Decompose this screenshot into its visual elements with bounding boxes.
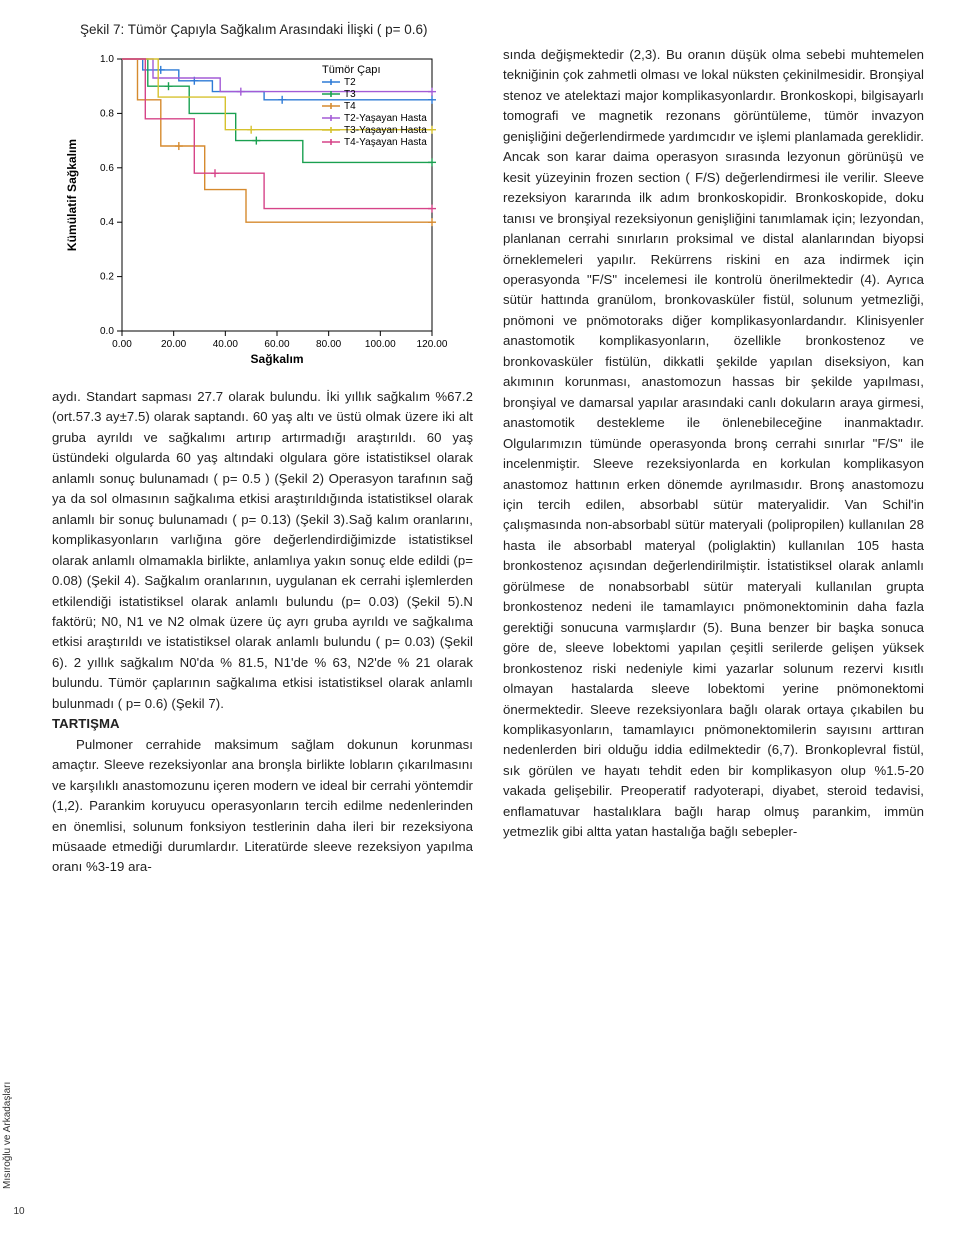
svg-text:Kümülatif Sağkalım: Kümülatif Sağkalım — [65, 139, 79, 251]
figure-7-chart-wrap: 0.0 0.2 0.4 0.6 0.8 1.0 0.00 20.00 40.00 60.00 80.… — [58, 45, 473, 375]
svg-text:T3: T3 — [344, 89, 356, 100]
page: Mısıroğlu ve Arkadaşları 10 Şekil 7: Tüm… — [0, 0, 960, 1233]
left-margin: Mısıroğlu ve Arkadaşları 10 — [0, 0, 36, 1233]
svg-text:T4: T4 — [344, 101, 356, 112]
svg-text:0.6: 0.6 — [100, 163, 114, 174]
svg-text:0.8: 0.8 — [100, 108, 114, 119]
svg-text:Tümör Çapı: Tümör Çapı — [322, 64, 381, 76]
page-number: 10 — [8, 1206, 30, 1217]
right-para-1: sında değişmektedir (2,3). Bu oranın düş… — [503, 45, 924, 843]
svg-text:0.4: 0.4 — [100, 217, 114, 228]
svg-text:60.00: 60.00 — [264, 339, 290, 350]
right-column: sında değişmektedir (2,3). Bu oranın düş… — [503, 45, 924, 878]
content: Şekil 7: Tümör Çapıyla Sağkalım Arasında… — [52, 22, 924, 878]
svg-text:0.2: 0.2 — [100, 272, 114, 283]
kaplan-meier-chart: 0.0 0.2 0.4 0.6 0.8 1.0 0.00 20.00 40.00 60.00 80.… — [58, 45, 468, 375]
svg-text:Sağkalım: Sağkalım — [250, 352, 303, 366]
left-para-2: Pulmoner cerrahide maksimum sağlam dokun… — [52, 735, 473, 878]
svg-text:1.0: 1.0 — [100, 54, 114, 65]
figure-7-caption: Şekil 7: Tümör Çapıyla Sağkalım Arasında… — [80, 22, 924, 37]
svg-text:20.00: 20.00 — [161, 339, 187, 350]
svg-text:120.00: 120.00 — [417, 339, 448, 350]
left-para-1: aydı. Standart sapması 27.7 olarak bulun… — [52, 387, 473, 714]
svg-text:T4-Yaşayan Hasta: T4-Yaşayan Hasta — [344, 137, 427, 148]
svg-text:80.00: 80.00 — [316, 339, 342, 350]
section-heading-tartisma: TARTIŞMA — [52, 714, 473, 734]
authors-vertical-label: Mısıroğlu ve Arkadaşları — [2, 1082, 13, 1189]
svg-text:40.00: 40.00 — [213, 339, 239, 350]
columns: 0.0 0.2 0.4 0.6 0.8 1.0 0.00 20.00 40.00 60.00 80.… — [52, 45, 924, 878]
svg-text:0.00: 0.00 — [112, 339, 132, 350]
left-column: 0.0 0.2 0.4 0.6 0.8 1.0 0.00 20.00 40.00 60.00 80.… — [52, 45, 473, 878]
svg-text:T2-Yaşayan Hasta: T2-Yaşayan Hasta — [344, 113, 427, 124]
svg-text:0.0: 0.0 — [100, 326, 114, 337]
svg-text:100.00: 100.00 — [365, 339, 396, 350]
svg-text:T2: T2 — [344, 77, 356, 88]
svg-text:T3-Yaşayan Hasta: T3-Yaşayan Hasta — [344, 125, 427, 136]
